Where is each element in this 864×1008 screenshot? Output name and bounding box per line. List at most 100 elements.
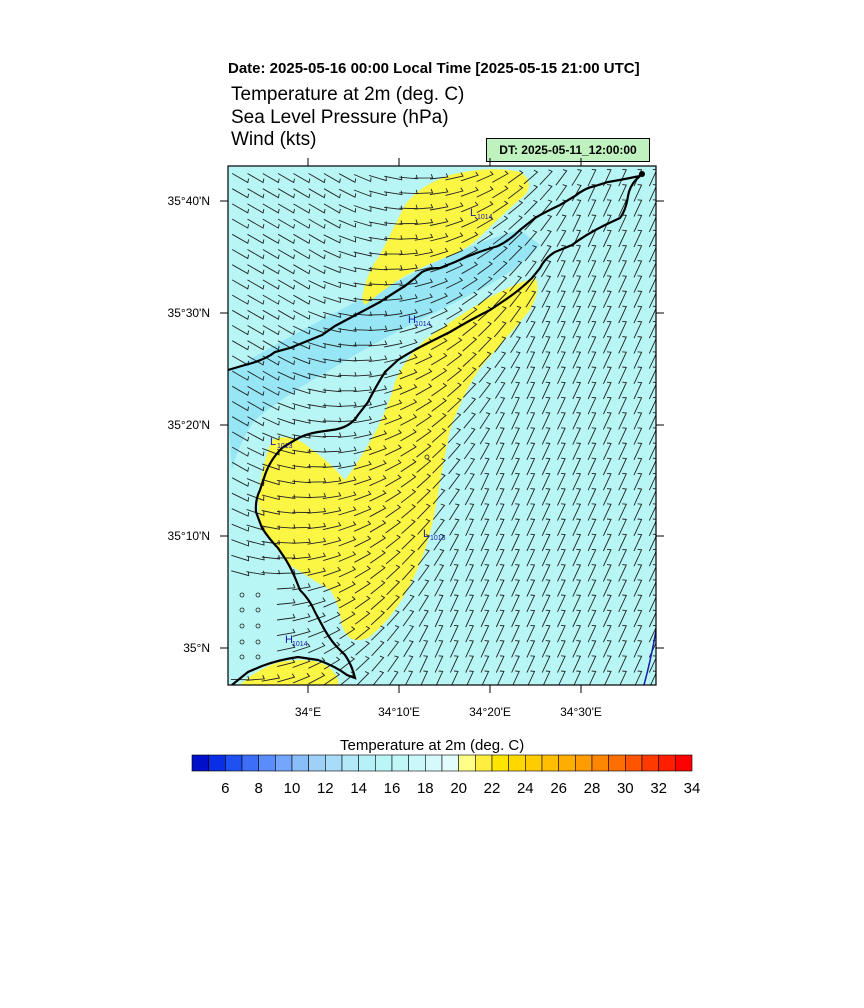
wind-barb bbox=[430, 262, 449, 273]
wind-barb bbox=[524, 230, 538, 246]
wind-barb bbox=[634, 670, 643, 685]
wind-barb bbox=[587, 260, 597, 278]
wind-barb bbox=[322, 462, 342, 468]
wind-barb bbox=[525, 290, 537, 308]
wind-barb bbox=[618, 579, 627, 597]
wind-barb bbox=[480, 457, 490, 476]
wind-barbs bbox=[230, 168, 656, 685]
colorbar-swatch bbox=[208, 754, 226, 772]
wind-barb bbox=[539, 199, 553, 216]
wind-barb bbox=[492, 200, 509, 214]
colorbar-label: 6 bbox=[221, 780, 230, 797]
wind-barb bbox=[308, 672, 326, 685]
wind-barb bbox=[430, 232, 449, 242]
wind-barb bbox=[541, 488, 551, 506]
wind-barb bbox=[449, 609, 459, 628]
colorbar-swatch bbox=[358, 754, 376, 772]
wind-barb bbox=[368, 415, 388, 425]
wind-barb bbox=[648, 336, 656, 354]
wind-barb bbox=[449, 548, 459, 567]
wind-barb bbox=[526, 488, 536, 506]
wind-barb bbox=[293, 233, 311, 245]
wind-barb bbox=[262, 309, 280, 321]
wind-barb bbox=[527, 670, 536, 685]
wind-barb bbox=[387, 655, 399, 673]
wind-barb bbox=[445, 202, 464, 212]
wind-barb bbox=[414, 308, 433, 319]
wind-barb bbox=[648, 533, 656, 552]
wind-barb bbox=[430, 247, 449, 258]
wind-barb bbox=[463, 427, 476, 444]
colorbar-swatch bbox=[325, 754, 343, 772]
wind-barb bbox=[338, 250, 357, 258]
wind-barb bbox=[619, 670, 627, 685]
wind-barb bbox=[430, 292, 448, 304]
wind-barb bbox=[540, 229, 552, 247]
wind-barb bbox=[384, 474, 402, 487]
wind-barb bbox=[370, 565, 386, 579]
wind-barb bbox=[384, 190, 403, 196]
wind-barb bbox=[322, 477, 342, 484]
wind-barb bbox=[400, 459, 417, 473]
wind-barb bbox=[541, 640, 551, 658]
wind-barb bbox=[465, 579, 474, 597]
wind-barb bbox=[307, 403, 326, 409]
wind-barb bbox=[495, 640, 505, 658]
wind-barb bbox=[480, 548, 490, 567]
wind-barb bbox=[307, 567, 327, 576]
wind-barb bbox=[354, 550, 372, 563]
wind-barb bbox=[277, 325, 295, 336]
colorbar-swatch bbox=[258, 754, 276, 772]
wind-barb bbox=[543, 670, 551, 685]
colorbar-label: 24 bbox=[516, 780, 534, 797]
wind-barb bbox=[602, 168, 612, 187]
wind-barb bbox=[384, 444, 402, 456]
wind-barb bbox=[464, 488, 475, 506]
wind-barb bbox=[480, 472, 490, 491]
wind-barb bbox=[353, 371, 373, 377]
wind-barb bbox=[246, 462, 265, 472]
wind-barb bbox=[277, 279, 295, 290]
wind-barb bbox=[400, 474, 417, 488]
wind-barb bbox=[430, 352, 448, 366]
wind-barb bbox=[493, 290, 508, 307]
wind-barb bbox=[322, 372, 342, 378]
wind-barb bbox=[497, 670, 505, 685]
wind-barb bbox=[338, 521, 357, 531]
wind-barb bbox=[587, 594, 597, 612]
wind-barb bbox=[434, 624, 444, 643]
wind-barb bbox=[447, 442, 461, 459]
wind-barb bbox=[447, 397, 462, 413]
wind-barb bbox=[476, 231, 494, 244]
border-line bbox=[643, 629, 656, 685]
colorbar-label: 34 bbox=[683, 780, 701, 797]
coastline-south bbox=[231, 175, 641, 685]
wind-barb bbox=[633, 624, 643, 643]
wind-barb bbox=[495, 624, 505, 643]
wind-barb bbox=[338, 446, 357, 454]
wind-barb bbox=[262, 432, 280, 441]
wind-barb bbox=[353, 341, 373, 346]
wind-barb bbox=[231, 309, 250, 321]
wind-barb bbox=[231, 218, 250, 229]
wind-barb bbox=[602, 564, 612, 582]
wind-barb bbox=[526, 320, 536, 339]
wind-barb bbox=[464, 457, 476, 475]
wind-barb bbox=[492, 170, 509, 183]
wind-barb bbox=[261, 525, 281, 530]
wind-barb bbox=[476, 186, 494, 198]
wind-barb bbox=[371, 640, 385, 657]
wind-barb bbox=[523, 184, 539, 200]
wind-barb bbox=[648, 503, 656, 521]
wind-barb bbox=[572, 260, 582, 278]
wind-barb bbox=[430, 277, 449, 289]
wind-barb bbox=[511, 472, 520, 491]
wind-barb bbox=[384, 384, 403, 394]
colorbar-swatch bbox=[641, 754, 659, 772]
wind-barb bbox=[353, 281, 372, 287]
wind-barb bbox=[587, 290, 597, 308]
wind-barb bbox=[277, 309, 295, 321]
wind-barb bbox=[307, 357, 326, 364]
wind-barb bbox=[368, 174, 387, 182]
wind-barb bbox=[415, 368, 433, 381]
